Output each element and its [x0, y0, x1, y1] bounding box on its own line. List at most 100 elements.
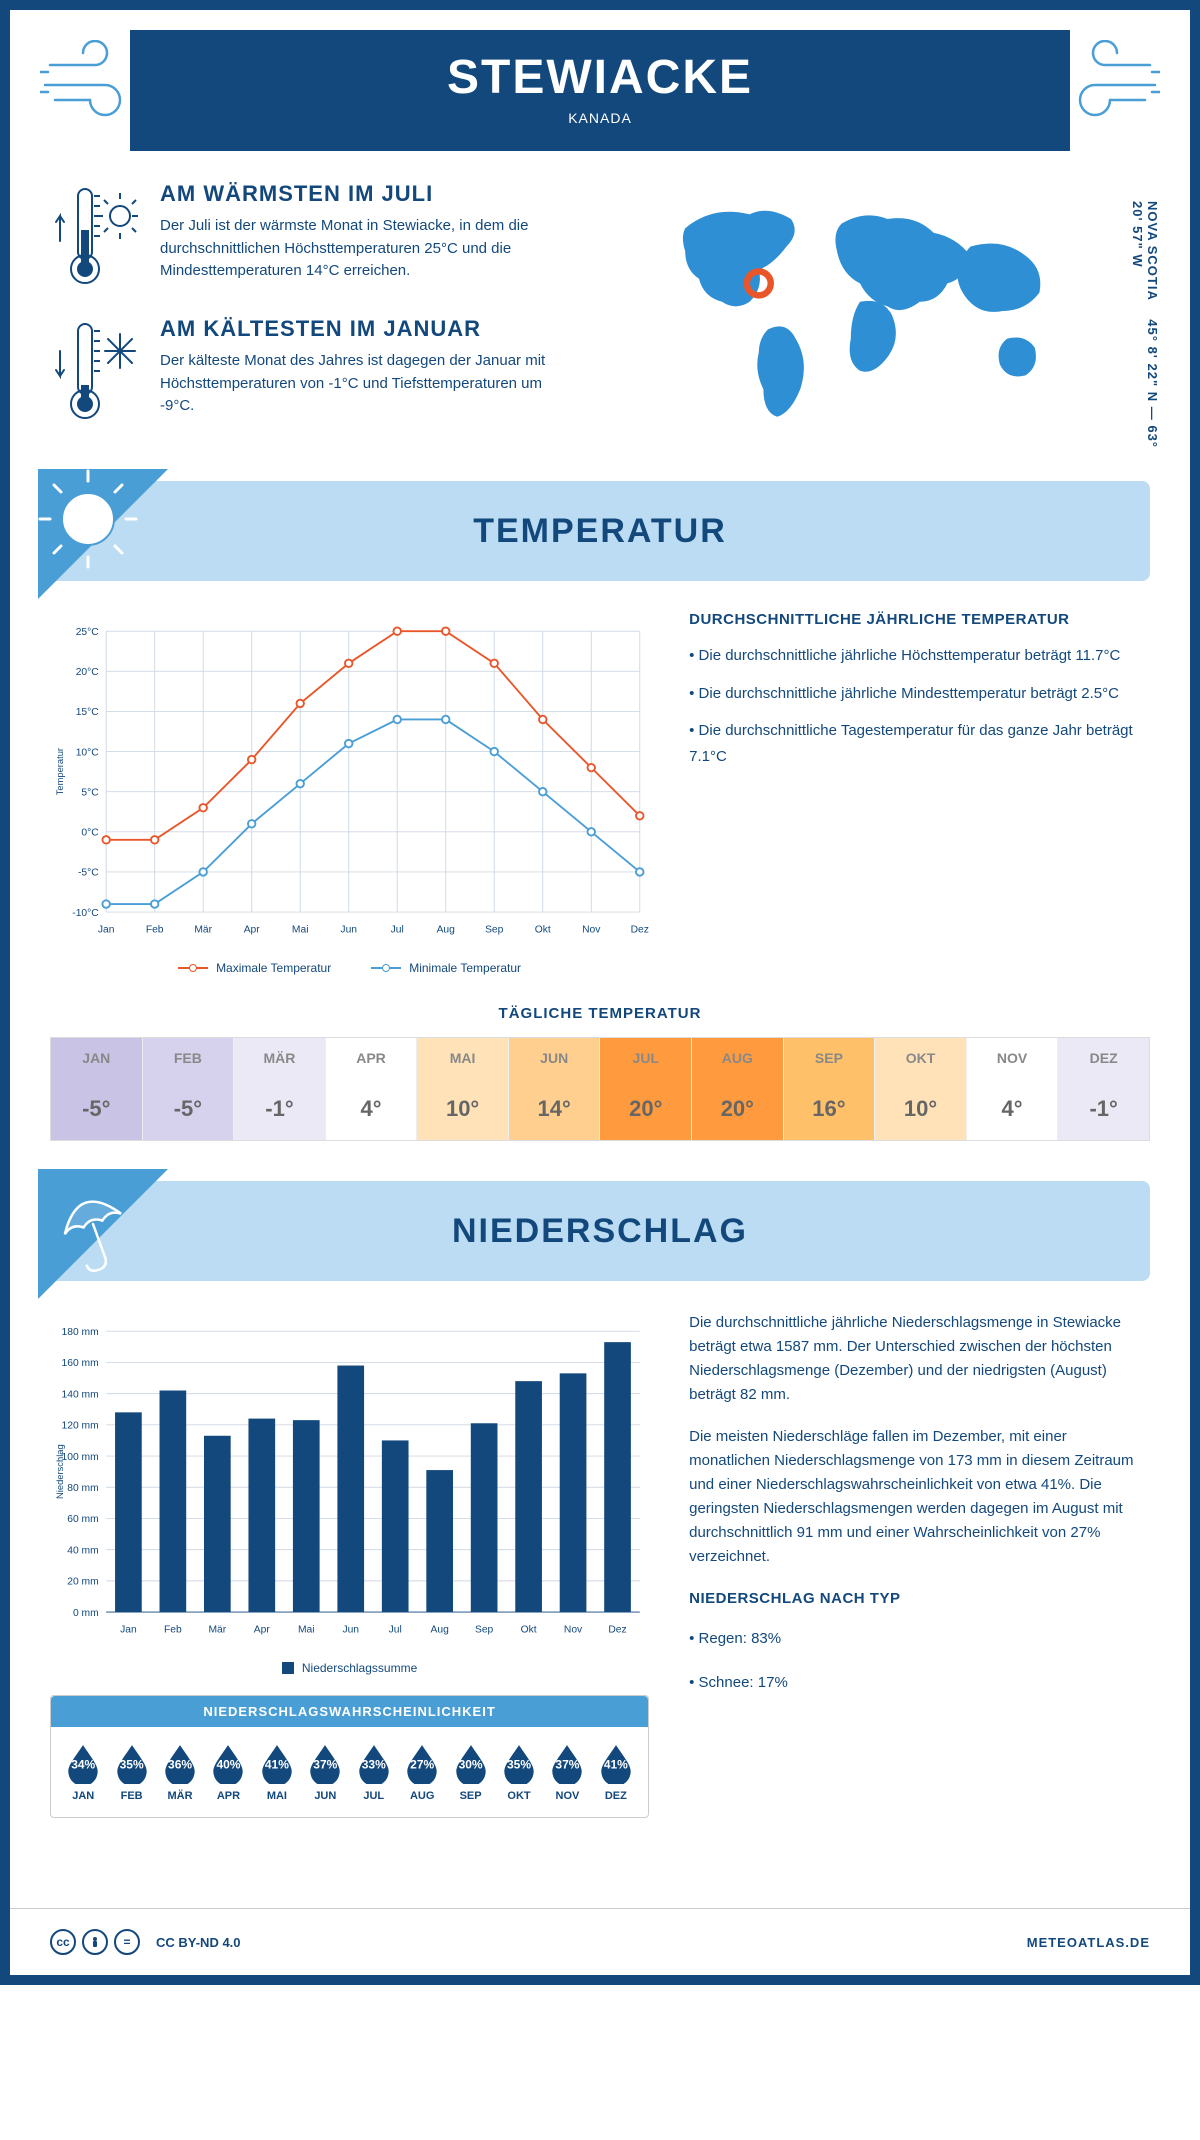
svg-text:Jan: Jan	[120, 1625, 137, 1636]
raindrop-icon: 37%	[546, 1742, 588, 1784]
world-map-icon	[630, 191, 1090, 431]
temp-cell: SEP16°	[784, 1038, 876, 1140]
prob-title: NIEDERSCHLAGSWAHRSCHEINLICHKEIT	[51, 1696, 648, 1727]
thermometer-hot-icon	[50, 181, 140, 291]
precipitation-bar-chart: 0 mm20 mm40 mm60 mm80 mm100 mm120 mm140 …	[50, 1311, 649, 1651]
raindrop-icon: 40%	[207, 1742, 249, 1784]
raindrop-icon: 34%	[62, 1742, 104, 1784]
svg-text:Jul: Jul	[389, 1625, 402, 1636]
prob-cell: 36%MÄR	[156, 1742, 204, 1802]
temp-cell: MAI10°	[417, 1038, 509, 1140]
chart-legend: .legend-line[style*='e8562a']::after{bor…	[50, 961, 649, 975]
thermometer-cold-icon	[50, 316, 140, 426]
site-name: METEOATLAS.DE	[1027, 1935, 1150, 1950]
temp-bullet: • Die durchschnittliche jährliche Höchst…	[689, 643, 1150, 669]
svg-text:Apr: Apr	[254, 1625, 271, 1636]
fact-cold-text: Der kälteste Monat des Jahres ist dagege…	[160, 350, 580, 418]
precip-probability-box: NIEDERSCHLAGSWAHRSCHEINLICHKEIT 34%JAN35…	[50, 1695, 649, 1818]
svg-text:Jul: Jul	[391, 925, 404, 936]
svg-text:180 mm: 180 mm	[62, 1327, 99, 1338]
svg-text:Mai: Mai	[298, 1625, 315, 1636]
intro-row: AM WÄRMSTEN IM JULI Der Juli ist der wär…	[50, 181, 1150, 451]
prob-cell: 27%AUG	[398, 1742, 446, 1802]
svg-text:-10°C: -10°C	[72, 908, 99, 919]
svg-text:0 mm: 0 mm	[73, 1608, 99, 1619]
sun-icon	[38, 469, 168, 599]
svg-text:60 mm: 60 mm	[67, 1514, 98, 1525]
temp-cell: AUG20°	[692, 1038, 784, 1140]
svg-text:20°C: 20°C	[76, 667, 100, 678]
raindrop-icon: 30%	[450, 1742, 492, 1784]
temp-bullets: • Die durchschnittliche jährliche Höchst…	[689, 643, 1150, 769]
temp-cell: FEB-5°	[143, 1038, 235, 1140]
svg-text:0°C: 0°C	[81, 828, 99, 839]
svg-text:Aug: Aug	[437, 925, 456, 936]
prob-cell: 35%OKT	[495, 1742, 543, 1802]
svg-text:Feb: Feb	[146, 925, 164, 936]
precip-type-snow: • Schnee: 17%	[689, 1670, 1150, 1696]
svg-text:10°C: 10°C	[76, 747, 100, 758]
temp-cell: NOV4°	[967, 1038, 1059, 1140]
raindrop-icon: 27%	[401, 1742, 443, 1784]
svg-text:Jan: Jan	[98, 925, 115, 936]
infographic-page: STEWIACKE KANADA	[0, 0, 1200, 1985]
svg-text:-5°C: -5°C	[78, 868, 99, 879]
prob-cell: 37%JUN	[301, 1742, 349, 1802]
svg-text:140 mm: 140 mm	[62, 1389, 99, 1400]
header-banner: STEWIACKE KANADA	[130, 30, 1070, 151]
daily-temp-title: TÄGLICHE TEMPERATUR	[50, 1005, 1150, 1022]
svg-text:Mär: Mär	[208, 1625, 226, 1636]
temp-cell: OKT10°	[875, 1038, 967, 1140]
svg-text:Jun: Jun	[342, 1625, 359, 1636]
by-icon	[82, 1929, 108, 1955]
svg-text:Feb: Feb	[164, 1625, 182, 1636]
svg-text:15°C: 15°C	[76, 707, 100, 718]
svg-text:25°C: 25°C	[76, 627, 100, 638]
svg-text:Dez: Dez	[631, 925, 649, 936]
section-title: NIEDERSCHLAG	[452, 1212, 748, 1251]
svg-text:Temperatur: Temperatur	[55, 748, 65, 795]
prob-cell: 37%NOV	[543, 1742, 591, 1802]
temp-side-title: DURCHSCHNITTLICHE JÄHRLICHE TEMPERATUR	[689, 611, 1150, 628]
svg-text:Dez: Dez	[608, 1625, 626, 1636]
temperature-line-chart: -10°C -5°C 0°C 5°C 10°C 15°C 20°C 25°C Jan Feb Mär…	[50, 611, 649, 951]
cc-icon: cc	[50, 1929, 76, 1955]
svg-text:Niederschlag: Niederschlag	[55, 1444, 65, 1499]
prob-cell: 30%SEP	[446, 1742, 494, 1802]
location-title: STEWIACKE	[130, 50, 1070, 105]
precip-para-1: Die durchschnittliche jährliche Niedersc…	[689, 1311, 1150, 1407]
svg-text:40 mm: 40 mm	[67, 1545, 98, 1556]
temp-cell: MÄR-1°	[234, 1038, 326, 1140]
raindrop-icon: 41%	[256, 1742, 298, 1784]
svg-text:Mär: Mär	[194, 925, 212, 936]
svg-text:Apr: Apr	[244, 925, 261, 936]
temp-cell: APR4°	[326, 1038, 418, 1140]
svg-text:Nov: Nov	[582, 925, 601, 936]
section-banner-temperature: TEMPERATUR	[50, 481, 1150, 581]
raindrop-icon: 36%	[159, 1742, 201, 1784]
precip-type-rain: • Regen: 83%	[689, 1626, 1150, 1652]
svg-text:Aug: Aug	[431, 1625, 450, 1636]
prob-cell: 34%JAN	[59, 1742, 107, 1802]
umbrella-icon	[38, 1169, 168, 1299]
svg-text:5°C: 5°C	[81, 787, 99, 798]
prob-cell: 35%FEB	[107, 1742, 155, 1802]
temp-cell: JUN14°	[509, 1038, 601, 1140]
license: cc = CC BY-ND 4.0	[50, 1929, 241, 1955]
precip-type-title: NIEDERSCHLAG NACH TYP	[689, 1587, 1150, 1611]
location-country: KANADA	[130, 110, 1070, 126]
daily-temp-table: JAN-5°FEB-5°MÄR-1°APR4°MAI10°JUN14°JUL20…	[50, 1037, 1150, 1141]
svg-text:160 mm: 160 mm	[62, 1358, 99, 1369]
temp-cell: JAN-5°	[51, 1038, 143, 1140]
coordinates: NOVA SCOTIA 45° 8' 22" N — 63° 20' 57" W	[1130, 201, 1160, 451]
section-title: TEMPERATUR	[473, 512, 727, 551]
svg-text:Okt: Okt	[521, 1625, 537, 1636]
raindrop-icon: 33%	[353, 1742, 395, 1784]
raindrop-icon: 35%	[111, 1742, 153, 1784]
prob-cell: 41%MAI	[253, 1742, 301, 1802]
footer: cc = CC BY-ND 4.0 METEOATLAS.DE	[10, 1908, 1190, 1975]
svg-text:Nov: Nov	[564, 1625, 583, 1636]
chart-legend: Niederschlagssumme	[50, 1661, 649, 1675]
fact-warmest: AM WÄRMSTEN IM JULI Der Juli ist der wär…	[50, 181, 580, 291]
raindrop-icon: 35%	[498, 1742, 540, 1784]
